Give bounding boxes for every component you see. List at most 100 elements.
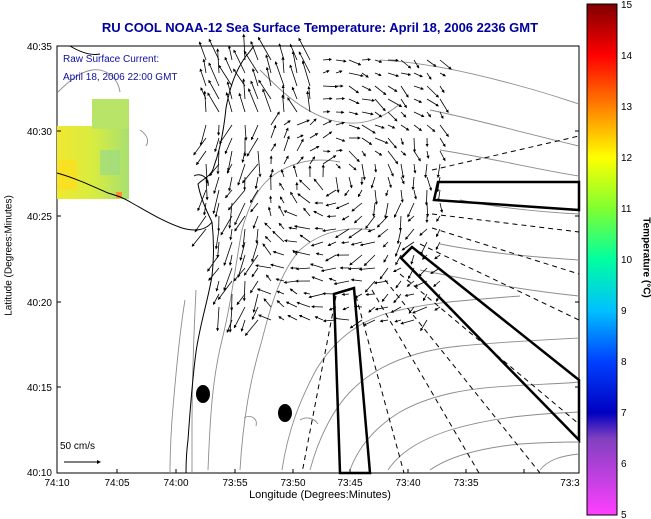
current-vector xyxy=(252,215,259,229)
current-vector xyxy=(205,176,209,201)
current-vector xyxy=(387,72,400,78)
current-vector xyxy=(361,124,376,134)
current-vector xyxy=(426,150,430,159)
current-vector xyxy=(419,228,428,236)
current-vector xyxy=(406,280,415,287)
current-vector xyxy=(266,274,272,282)
current-vector xyxy=(251,306,259,321)
current-vector xyxy=(289,64,298,87)
current-vector xyxy=(413,124,423,132)
current-vector xyxy=(276,300,285,308)
current-vector xyxy=(233,306,246,329)
current-vector xyxy=(216,241,220,259)
current-vector xyxy=(358,267,376,271)
current-vector xyxy=(372,202,376,217)
current-vector xyxy=(405,228,415,240)
current-vector xyxy=(387,163,394,177)
current-vector xyxy=(213,293,220,306)
current-vector xyxy=(208,38,220,61)
current-vector xyxy=(275,278,285,282)
current-vector xyxy=(348,59,362,66)
current-vector xyxy=(413,163,417,174)
annotation-line-1: Raw Surface Current: xyxy=(63,54,159,65)
current-vector xyxy=(270,111,280,126)
current-vector xyxy=(349,254,363,266)
current-vector xyxy=(228,176,233,192)
current-vector xyxy=(392,267,402,272)
current-vector xyxy=(224,189,233,199)
current-vector xyxy=(413,72,423,78)
current-vector xyxy=(348,85,360,94)
colorbar-tick: 13 xyxy=(621,102,633,113)
current-vector xyxy=(239,241,246,261)
current-vector xyxy=(216,48,220,74)
y-tick: 40:20 xyxy=(27,298,52,309)
current-vector xyxy=(400,72,412,76)
current-vector xyxy=(414,280,428,287)
current-vector xyxy=(439,150,446,162)
current-vector xyxy=(297,193,311,204)
current-vector xyxy=(365,292,376,297)
current-vector xyxy=(298,37,311,61)
current-vector xyxy=(390,306,402,313)
current-vector xyxy=(426,59,437,67)
y-tick: 40:10 xyxy=(27,468,52,479)
current-vector xyxy=(393,293,402,304)
current-vector xyxy=(309,263,324,269)
current-vector xyxy=(413,150,421,162)
current-vector xyxy=(240,319,246,332)
current-vector xyxy=(287,97,298,113)
current-vector xyxy=(333,280,350,286)
current-vector xyxy=(370,176,376,189)
current-vector xyxy=(278,316,285,321)
current-vector xyxy=(400,137,404,146)
current-vector xyxy=(246,137,259,157)
current-vector xyxy=(384,202,389,219)
current-vector xyxy=(285,301,298,308)
current-vector xyxy=(424,189,429,206)
transects xyxy=(332,180,581,475)
current-vector xyxy=(257,150,262,178)
current-vector xyxy=(408,306,415,314)
x-tick: 74:10 xyxy=(44,478,69,489)
current-vector xyxy=(258,314,272,321)
current-vector xyxy=(436,228,441,238)
current-vector xyxy=(208,62,220,87)
current-vector xyxy=(420,241,428,256)
y-tick: 40:25 xyxy=(27,212,52,223)
current-vector xyxy=(361,163,366,181)
current-vector xyxy=(217,280,233,300)
current-vector xyxy=(303,207,311,217)
current-vector xyxy=(413,189,418,200)
colorbar-tick: 12 xyxy=(621,153,633,164)
current-vector xyxy=(214,137,220,153)
current-vector xyxy=(322,149,331,153)
current-vector xyxy=(276,290,285,295)
current-vector xyxy=(322,228,337,233)
annotation-line-2: April 18, 2006 22:00 GMT xyxy=(63,72,178,83)
current-vector xyxy=(387,98,403,107)
current-vector xyxy=(224,137,233,155)
current-vector xyxy=(335,148,343,153)
current-vector xyxy=(374,124,385,129)
current-vector xyxy=(439,124,449,138)
current-vector xyxy=(426,111,432,118)
x-tick: 73:40 xyxy=(395,478,420,489)
current-vector xyxy=(434,254,441,260)
current-vector xyxy=(374,306,389,311)
current-vector xyxy=(436,163,441,179)
current-vector xyxy=(308,293,324,299)
current-vector xyxy=(310,241,324,247)
current-vector xyxy=(325,189,337,197)
y-tick: 40:15 xyxy=(27,383,52,394)
current-vector xyxy=(436,215,441,222)
current-vector xyxy=(238,92,246,113)
current-vector xyxy=(328,277,337,282)
current-vector xyxy=(256,288,272,295)
current-vector xyxy=(426,85,439,98)
current-vector xyxy=(374,98,386,112)
current-vector xyxy=(288,226,298,230)
current-vector xyxy=(404,293,415,297)
current-vector xyxy=(284,239,298,243)
current-vector xyxy=(283,135,290,152)
